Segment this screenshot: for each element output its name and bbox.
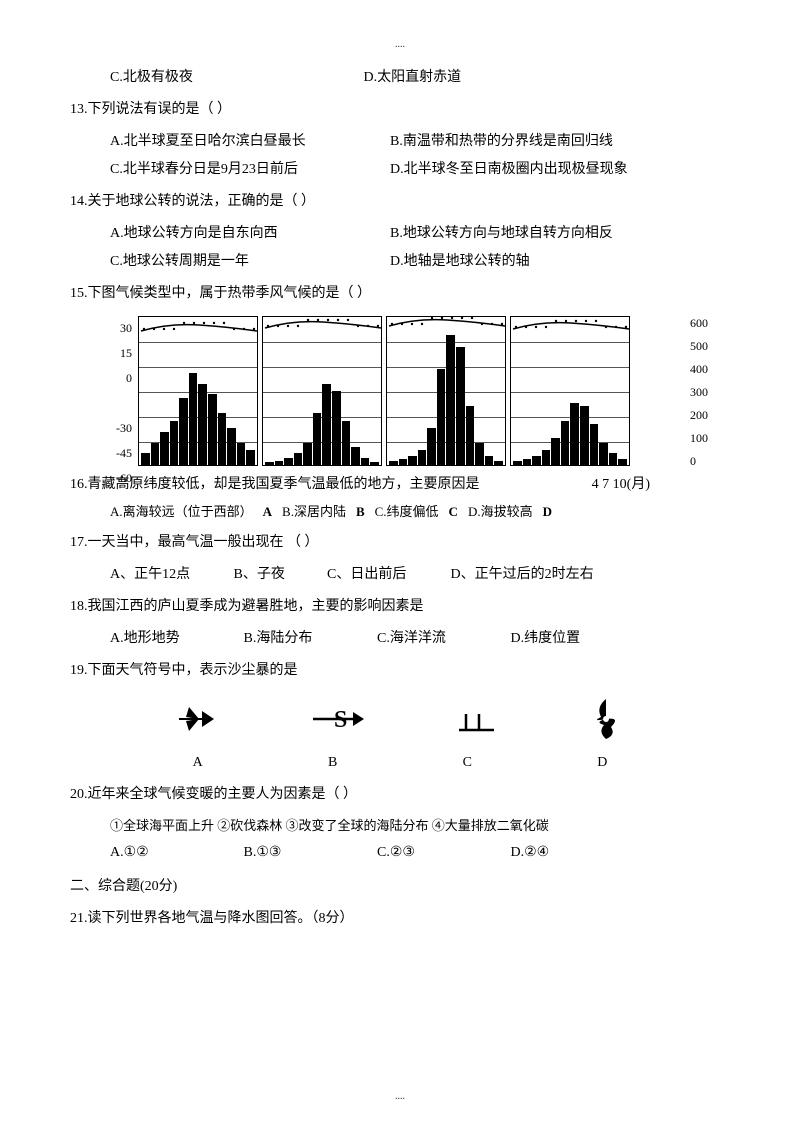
q20-c: C.②③ — [377, 839, 467, 867]
q12-opt-d: D.太阳直射赤道 — [364, 70, 462, 85]
q16-c: C.纬度偏低 — [375, 499, 439, 525]
q16-lbl-a: A — [263, 499, 272, 525]
q18-stem: 18.我国江西的庐山夏季成为避暑胜地，主要的影响因素是 — [70, 593, 730, 621]
q14-stem: 14.关于地球公转的说法，正确的是（ ） — [70, 188, 730, 216]
q16-b: B.深居内陆 — [282, 499, 346, 525]
page-dots-bottom: .... — [0, 1087, 800, 1107]
q16-options: A.离海较远（位于西部） A B.深居内陆 B C.纬度偏低 C D.海拔较高 … — [70, 499, 730, 525]
weather-symbols-row: S — [70, 689, 730, 749]
q16-lbl-d: D — [543, 499, 552, 525]
q16-a: A.离海较远（位于西部） — [110, 499, 253, 525]
q13-a: A.北半球夏至日哈尔滨白昼最长 — [110, 128, 390, 156]
q21-stem: 21.读下列世界各地气温与降水图回答。（8分） — [70, 905, 730, 933]
weather-labels: A B C D — [70, 749, 730, 777]
q15-stem: 15.下图气候类型中，属于热带季风气候的是（ ） — [70, 280, 730, 308]
q12-options: C.北极有极夜 D.太阳直射赤道 — [70, 64, 730, 92]
q20-d: D.②④ — [511, 839, 550, 867]
q20-b: B.①③ — [244, 839, 334, 867]
q13-stem: 13.下列说法有误的是（ ） — [70, 96, 730, 124]
svg-text:S: S — [334, 707, 347, 733]
q19-lc: C — [463, 749, 472, 777]
climate-chart: 30150-30-45-60 6005004003002001000 — [110, 316, 730, 491]
q17-b: B、子夜 — [234, 561, 324, 589]
q18-c: C.海洋洋流 — [377, 625, 507, 653]
q13-b: B.南温带和热带的分界线是南回归线 — [390, 128, 613, 156]
q14-a: A.地球公转方向是自东向西 — [110, 220, 390, 248]
chart-panels — [138, 316, 630, 466]
q17-a: A、正午12点 — [110, 561, 230, 589]
q18-a: A.地形地势 — [110, 625, 240, 653]
s-arrow-icon: S — [311, 699, 366, 739]
q17-stem: 17.一天当中，最高气温一般出现在 （ ） — [70, 529, 730, 557]
q13-row1: A.北半球夏至日哈尔滨白昼最长 B.南温带和热带的分界线是南回归线 — [70, 128, 730, 156]
q12-opt-c: C.北极有极夜 — [110, 64, 360, 92]
q13-row2: C.北半球春分日是9月23日前后 D.北半球冬至日南极圈内出现极昼现象 — [70, 156, 730, 184]
q19-lb: B — [328, 749, 337, 777]
q19-la: A — [193, 749, 203, 777]
q14-row1: A.地球公转方向是自东向西 B.地球公转方向与地球自转方向相反 — [70, 220, 730, 248]
q14-row2: C.地球公转周期是一年 D.地轴是地球公转的轴 — [70, 248, 730, 276]
q14-c: C.地球公转周期是一年 — [110, 248, 390, 276]
q16-d: D.海拔较高 — [468, 499, 533, 525]
q16-lbl-b: B — [356, 499, 365, 525]
q13-d: D.北半球冬至日南极圈内出现极昼现象 — [390, 156, 628, 184]
q20-factors: ①全球海平面上升 ②砍伐森林 ③改变了全球的海陆分布 ④大量排放二氧化碳 — [70, 813, 730, 839]
q20-options: A.①② B.①③ C.②③ D.②④ — [70, 839, 730, 867]
q17-d: D、正午过后的2时左右 — [451, 567, 594, 582]
q16-lbl-c: C — [449, 499, 458, 525]
q20-a: A.①② — [110, 839, 200, 867]
q18-b: B.海陆分布 — [244, 625, 374, 653]
q18-options: A.地形地势 B.海陆分布 C.海洋洋流 D.纬度位置 — [70, 625, 730, 653]
q17-options: A、正午12点 B、子夜 C、日出前后 D、正午过后的2时左右 — [70, 561, 730, 589]
q17-c: C、日出前后 — [327, 561, 447, 589]
chart-left-axis: 30150-30-45-60 — [102, 316, 132, 466]
q14-b: B.地球公转方向与地球自转方向相反 — [390, 220, 613, 248]
section-2-header: 二、综合题(20分) — [70, 873, 730, 901]
q19-ld: D — [597, 749, 607, 777]
q16-stem-overlay: 16.青藏高原纬度较低，却是我国夏季气温最低的地方，主要原因是 4 7 10(月… — [70, 471, 730, 499]
q19-stem: 19.下面天气符号中，表示沙尘暴的是 — [70, 657, 730, 685]
q18-d: D.纬度位置 — [511, 631, 581, 646]
typhoon-icon — [586, 697, 626, 742]
page-dots-top: .... — [0, 35, 800, 55]
fog-icon — [454, 702, 499, 737]
q14-d: D.地轴是地球公转的轴 — [390, 248, 530, 276]
q20-stem: 20.近年来全球气候变暖的主要人为因素是（ ） — [70, 781, 730, 809]
sandstorm-icon — [174, 699, 224, 739]
chart-right-axis: 6005004003002001000 — [690, 311, 720, 471]
q13-c: C.北半球春分日是9月23日前后 — [110, 156, 390, 184]
